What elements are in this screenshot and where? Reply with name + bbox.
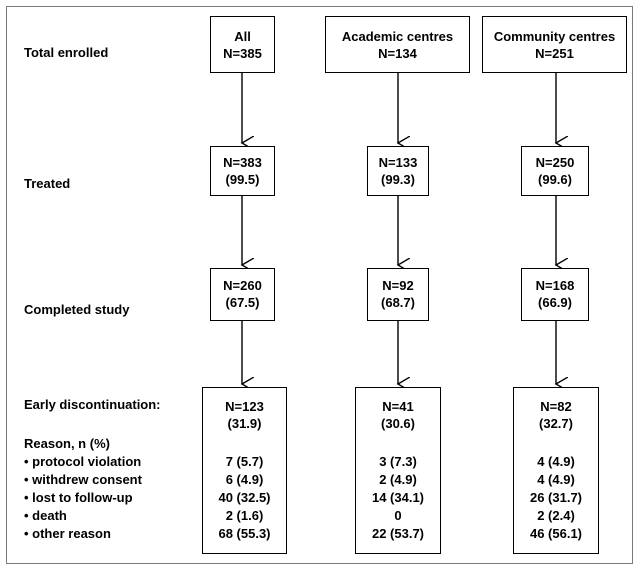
- box-all-discontinued: N=123 (31.9): [202, 387, 287, 554]
- academic-disc-pct: (30.6): [381, 416, 415, 431]
- community-reason-withdrew-consent: 4 (4.9): [537, 472, 575, 487]
- column-all-title: All: [234, 29, 251, 44]
- box-all-enrolled: All N=385: [210, 16, 275, 73]
- box-community-enrolled: Community centres N=251: [482, 16, 627, 73]
- community-reason-other: 46 (56.1): [529, 526, 583, 541]
- column-community-title: Community centres: [493, 29, 616, 44]
- box-academic-treated: N=133 (99.3): [367, 146, 429, 196]
- academic-completed-n: N=92: [382, 278, 414, 293]
- all-reason-withdrew-consent: 6 (4.9): [225, 472, 264, 487]
- box-community-completed: N=168 (66.9): [521, 268, 589, 321]
- box-all-completed: N=260 (67.5): [210, 268, 275, 321]
- reason-header-label: Reason, n (%): [24, 436, 110, 451]
- academic-disc-n: N=41: [382, 399, 414, 414]
- all-reason-other: 68 (55.3): [218, 526, 271, 541]
- community-completed-n: N=168: [535, 278, 575, 293]
- all-treated-pct: (99.5): [225, 172, 260, 187]
- all-reason-death: 2 (1.6): [225, 508, 264, 523]
- academic-reason-protocol-violation: 3 (7.3): [379, 454, 417, 469]
- academic-reason-other: 22 (53.7): [371, 526, 425, 541]
- reason-protocol-violation: • protocol violation: [24, 454, 142, 469]
- community-completed-pct: (66.9): [538, 295, 572, 310]
- community-reason-protocol-violation: 4 (4.9): [537, 454, 575, 469]
- column-academic-title: Academic centres: [341, 29, 454, 44]
- row-label-total-enrolled: Total enrolled: [24, 45, 109, 60]
- box-community-discontinued: N=82 (32.7): [513, 387, 599, 554]
- all-reason-values: 7 (5.7) 6 (4.9) 40 (32.5) 2 (1.6) 68 (55…: [202, 453, 287, 543]
- all-disc-n: N=123: [225, 399, 264, 414]
- box-academic-discontinued: N=41 (30.6): [355, 387, 441, 554]
- academic-treated-n: N=133: [378, 155, 418, 170]
- box-academic-enrolled: Academic centres N=134: [325, 16, 470, 73]
- row-label-early-discontinuation: Early discontinuation:: [24, 397, 161, 412]
- reason-withdrew-consent: • withdrew consent: [24, 472, 142, 487]
- community-treated-pct: (99.6): [538, 172, 572, 187]
- academic-completed-pct: (68.7): [381, 295, 415, 310]
- all-completed-pct: (67.5): [225, 295, 260, 310]
- all-enrolled-n: N=385: [223, 46, 262, 61]
- box-community-treated: N=250 (99.6): [521, 146, 589, 196]
- community-disc-n: N=82: [540, 399, 572, 414]
- reason-other: • other reason: [24, 526, 111, 541]
- community-reason-death: 2 (2.4): [537, 508, 575, 523]
- reason-death: • death: [24, 508, 67, 523]
- academic-reason-death: 0: [394, 508, 402, 523]
- community-reason-lost-to-follow-up: 26 (31.7): [529, 490, 583, 505]
- all-reason-protocol-violation: 7 (5.7): [225, 454, 264, 469]
- academic-reason-values: 3 (7.3) 2 (4.9) 14 (34.1) 0 22 (53.7): [355, 453, 441, 543]
- row-label-completed-study: Completed study: [24, 302, 130, 317]
- diagram-frame: [6, 6, 633, 564]
- reason-lost-to-follow-up: • lost to follow-up: [24, 490, 133, 505]
- row-label-treated: Treated: [24, 176, 71, 191]
- community-treated-n: N=250: [535, 155, 575, 170]
- box-academic-completed: N=92 (68.7): [367, 268, 429, 321]
- reason-header: Reason, n (%) • protocol violation • wit…: [24, 435, 142, 543]
- box-all-treated: N=383 (99.5): [210, 146, 275, 196]
- all-treated-n: N=383: [223, 155, 262, 170]
- academic-treated-pct: (99.3): [381, 172, 415, 187]
- community-reason-values: 4 (4.9) 4 (4.9) 26 (31.7) 2 (2.4) 46 (56…: [513, 453, 599, 543]
- all-reason-lost-to-follow-up: 40 (32.5): [218, 490, 271, 505]
- academic-enrolled-n: N=134: [378, 46, 417, 61]
- all-disc-pct: (31.9): [227, 416, 262, 431]
- community-enrolled-n: N=251: [535, 46, 574, 61]
- community-disc-pct: (32.7): [539, 416, 573, 431]
- all-completed-n: N=260: [223, 278, 262, 293]
- academic-reason-lost-to-follow-up: 14 (34.1): [371, 490, 425, 505]
- academic-reason-withdrew-consent: 2 (4.9): [379, 472, 417, 487]
